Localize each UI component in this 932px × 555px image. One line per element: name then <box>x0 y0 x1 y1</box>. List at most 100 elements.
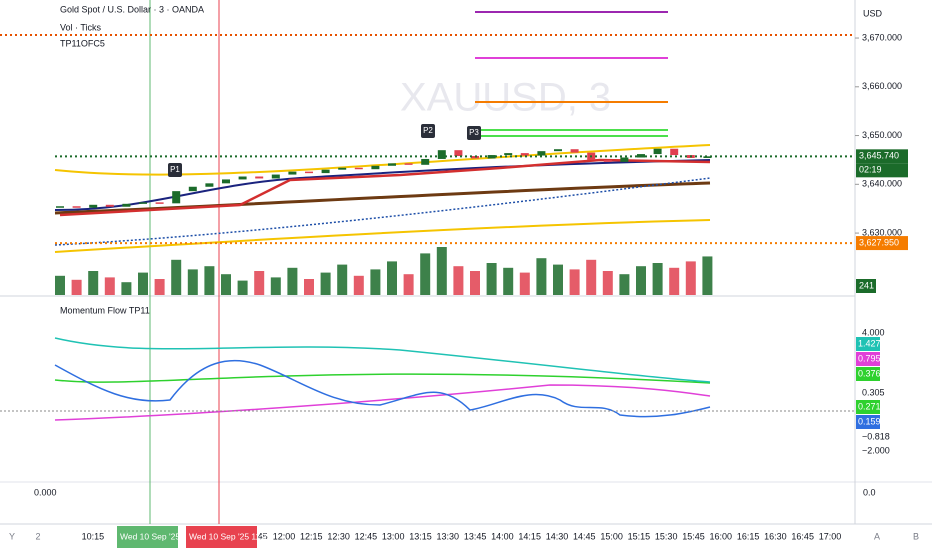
candle <box>321 169 330 174</box>
oscillator-tag-label: 0.159 <box>858 416 881 426</box>
moving-average <box>54 181 711 215</box>
y-tick-label: 3,630.000 <box>862 227 902 237</box>
signal-label: P1 <box>170 165 180 174</box>
candle <box>205 183 214 187</box>
volume-bar <box>320 272 331 295</box>
x-tick-label: 13:30 <box>437 531 460 541</box>
indicator-label: Momentum Flow TP11 <box>60 305 150 315</box>
candle <box>56 206 64 208</box>
x-tick-label: 14:15 <box>518 531 541 541</box>
x-tick-label: 13:45 <box>464 531 487 541</box>
x-tick-label: 15:30 <box>655 531 678 541</box>
oscillator-tag <box>856 367 880 381</box>
volume-bar <box>88 271 99 295</box>
candle <box>437 150 446 159</box>
volume-bar <box>569 269 580 295</box>
volume-bar <box>304 279 314 295</box>
x-tick-label: 12:45 <box>355 531 378 541</box>
volume-bar <box>337 264 348 295</box>
low-price-label: 3,627.950 <box>859 237 899 247</box>
x-tick-label: 13:00 <box>382 531 405 541</box>
y-tick-label: 3,670.000 <box>862 32 902 42</box>
x-tick-label: 15:45 <box>682 531 705 541</box>
volume-bar <box>553 264 563 295</box>
candle <box>188 186 197 192</box>
countdown-tag <box>856 163 908 178</box>
time-badge <box>117 526 178 548</box>
axis-edge-label: B <box>913 531 919 541</box>
volume-bar <box>420 253 431 295</box>
candle <box>570 149 579 153</box>
x-tick-label: 10:15 <box>82 531 105 541</box>
volume-bar <box>470 271 480 295</box>
volume-bar <box>536 258 547 295</box>
volume-bar <box>453 266 464 295</box>
oscillator-band <box>54 337 711 383</box>
x-tick-label: 16:15 <box>737 531 760 541</box>
oscillator-tag-label: 0.376 <box>858 368 881 378</box>
time-badge <box>186 526 257 548</box>
volume-bar <box>669 267 680 295</box>
candle <box>288 171 297 175</box>
candle <box>139 202 147 204</box>
axis-label: 0.000 <box>34 487 57 497</box>
currency-label: USD <box>863 8 883 18</box>
candle <box>72 206 81 208</box>
volume-bar <box>121 282 132 295</box>
x-tick-label: 12:00 <box>273 531 296 541</box>
x-tick-label: 16:45 <box>791 531 814 541</box>
volume-bar <box>254 271 265 295</box>
countdown: 02:19 <box>859 165 882 175</box>
x-tick-label: 16:00 <box>710 531 733 541</box>
volume-bar <box>702 256 713 295</box>
time-badge-label: Wed 10 Sep '25 10:51 <box>120 531 204 541</box>
signal-label: P3 <box>469 128 479 137</box>
candle <box>620 157 629 162</box>
oscillator-tag <box>856 337 880 351</box>
volume-bar <box>237 280 248 295</box>
volume-bar <box>652 263 663 295</box>
moving-average <box>59 158 711 217</box>
signal-label: P2 <box>423 126 433 135</box>
oscillator-line <box>54 359 711 418</box>
volume-bar <box>602 271 613 295</box>
candle <box>105 204 114 207</box>
volume-bar <box>71 279 82 295</box>
oscillator-axis-label: −2.000 <box>862 445 890 455</box>
low-price-tag <box>856 236 908 251</box>
candle <box>653 148 662 155</box>
candle <box>305 171 313 174</box>
volume-bar <box>403 274 414 295</box>
y-tick-label: 3,640.000 <box>862 179 902 189</box>
oscillator-tag-label: 0.271 <box>858 401 881 411</box>
symbol-title: Gold Spot / U.S. Dollar · 3 · OANDA <box>60 4 204 14</box>
volume-bar <box>436 247 447 295</box>
moving-average <box>54 219 711 253</box>
volume-bar <box>503 267 514 295</box>
candle <box>404 163 413 165</box>
moving-average <box>54 177 711 246</box>
last-price-tag <box>856 149 908 164</box>
candle <box>271 174 280 179</box>
candle <box>504 153 513 156</box>
candle <box>222 179 230 184</box>
candle <box>388 163 396 166</box>
x-tick-label: 12:30 <box>327 531 350 541</box>
axis-edge-label: 2 <box>35 531 40 541</box>
volume-bar <box>619 274 630 295</box>
x-tick-label: 17:00 <box>819 531 842 541</box>
time-badge-label: Wed 10 Sep '25 11:27 <box>189 531 272 541</box>
moving-average <box>54 144 711 176</box>
candle <box>371 165 380 170</box>
volume-bar <box>55 275 65 295</box>
oscillator-band <box>54 373 711 384</box>
candle <box>89 204 98 208</box>
volume-bar <box>221 274 231 295</box>
volume-bar <box>287 267 298 295</box>
indicator-label: Vol · Ticks <box>60 22 102 32</box>
candle <box>255 176 264 179</box>
oscillator-tag <box>856 415 880 429</box>
volume-bar <box>685 261 696 295</box>
volume-tag <box>856 279 876 293</box>
